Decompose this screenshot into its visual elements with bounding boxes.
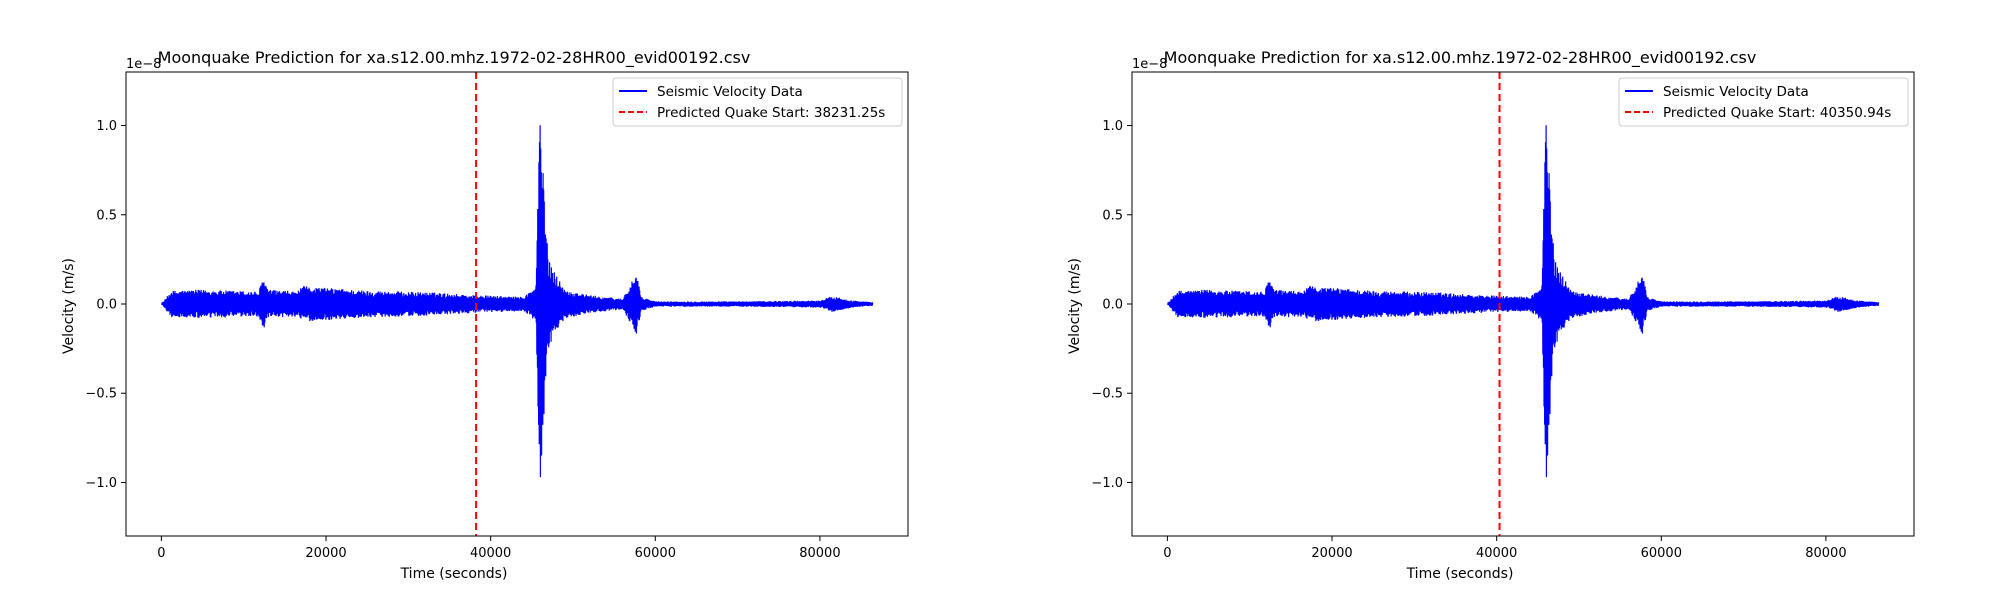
legend-label-predicted-start: Predicted Quake Start: 38231.25s <box>657 105 885 121</box>
x-tick-label: 0 <box>157 546 165 561</box>
x-tick-label: 20000 <box>1311 546 1352 561</box>
legend-label-seismic-data: Seismic Velocity Data <box>657 84 803 100</box>
y-tick-label: −1.0 <box>85 476 117 491</box>
x-tick-label: 80000 <box>799 546 840 561</box>
y-offset-label: 1e−8 <box>126 57 161 72</box>
y-tick-label: −0.5 <box>1091 387 1123 402</box>
y-tick-label: 0.0 <box>96 298 117 313</box>
y-tick-label: 1.0 <box>96 119 117 134</box>
x-tick-label: 60000 <box>635 546 676 561</box>
legend-label-predicted-start: Predicted Quake Start: 40350.94s <box>1663 105 1891 121</box>
y-axis-label: Velocity (m/s) <box>61 258 77 354</box>
y-tick-label: 0.5 <box>96 208 117 223</box>
x-tick-label: 60000 <box>1641 546 1682 561</box>
x-tick-label: 20000 <box>305 546 346 561</box>
legend: Seismic Velocity Data Predicted Quake St… <box>1619 78 1908 126</box>
x-axis-label: Time (seconds) <box>400 566 508 582</box>
x-tick-label: 0 <box>1163 546 1171 561</box>
y-axis-label: Velocity (m/s) <box>1067 258 1083 354</box>
x-tick-label: 40000 <box>1476 546 1517 561</box>
y-tick-label: 0.0 <box>1102 298 1123 313</box>
y-tick-label: 0.5 <box>1102 208 1123 223</box>
x-tick-label: 40000 <box>470 546 511 561</box>
y-tick-label: −0.5 <box>85 387 117 402</box>
y-tick-label: −1.0 <box>1091 476 1123 491</box>
x-axis-label: Time (seconds) <box>1406 566 1514 582</box>
y-tick-label: 1.0 <box>1102 119 1123 134</box>
chart-title: Moonquake Prediction for xa.s12.00.mhz.1… <box>158 48 751 68</box>
legend: Seismic Velocity Data Predicted Quake St… <box>613 78 902 126</box>
x-tick-label: 80000 <box>1805 546 1846 561</box>
chart-title: Moonquake Prediction for xa.s12.00.mhz.1… <box>1164 48 1757 68</box>
y-offset-label: 1e−8 <box>1132 57 1167 72</box>
legend-label-seismic-data: Seismic Velocity Data <box>1663 84 1809 100</box>
